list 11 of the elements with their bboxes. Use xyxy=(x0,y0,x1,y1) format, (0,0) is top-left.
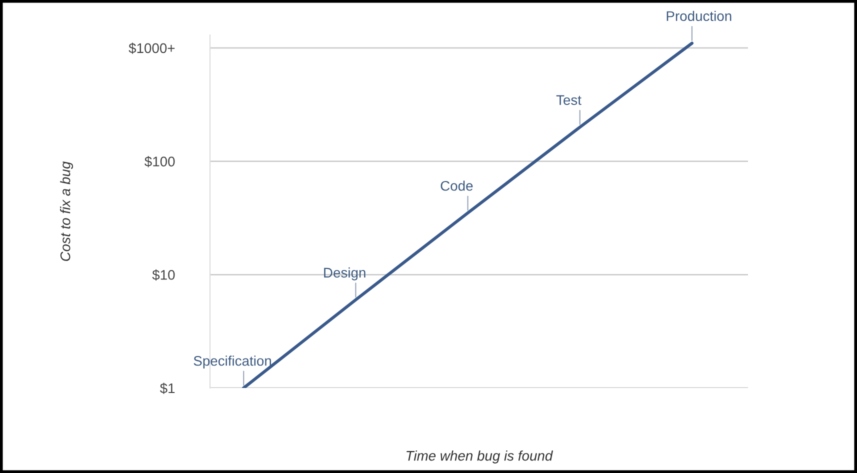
y-tick-label: $10 xyxy=(152,269,175,281)
y-tick-label: $1000+ xyxy=(128,42,175,54)
x-tick-label: Code xyxy=(440,180,473,191)
x-tick-label: Specification xyxy=(194,356,271,369)
y-tick-label: $100 xyxy=(144,156,175,168)
x-tick-label: Design xyxy=(324,267,366,280)
x-tick-label: Test xyxy=(556,95,582,105)
x-tick-label: Production xyxy=(666,10,732,22)
y-tick-label: $1 xyxy=(160,382,175,394)
y-axis-title: Cost to fix a bug xyxy=(60,161,73,261)
x-axis-title: Time when bug is found xyxy=(406,450,554,464)
